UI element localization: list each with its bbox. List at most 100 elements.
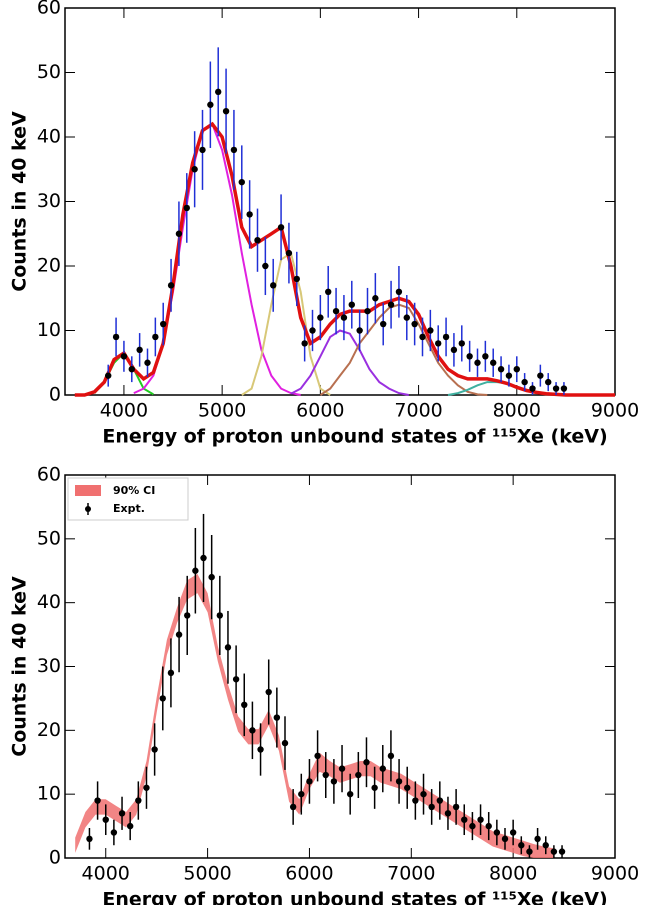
- data-point: [330, 778, 338, 785]
- data-point: [371, 784, 378, 791]
- data-point: [560, 385, 568, 392]
- data-point: [542, 842, 549, 849]
- x-tick-label: 9000: [591, 400, 639, 422]
- x-tick-label: 9000: [591, 863, 639, 885]
- y-tick-label: 50: [37, 61, 61, 83]
- data-point: [175, 230, 183, 237]
- data-point: [509, 829, 517, 836]
- x-tick-label: 5000: [198, 400, 246, 422]
- data-point: [355, 771, 362, 779]
- data-point: [301, 340, 308, 347]
- data-point: [497, 366, 505, 373]
- y-axis-label: Counts in 40 keV: [9, 111, 31, 292]
- data-point: [474, 359, 481, 366]
- plot-frame: [64, 474, 616, 859]
- data-point: [232, 676, 240, 683]
- fit-curve: [319, 303, 488, 396]
- data-point: [112, 333, 120, 341]
- fit-curve: [290, 329, 409, 396]
- data-point: [340, 314, 348, 321]
- data-point: [461, 816, 468, 823]
- data-point: [420, 790, 427, 798]
- data-point: [126, 822, 134, 830]
- x-tick-label: 5000: [183, 863, 231, 885]
- data-point: [442, 333, 450, 341]
- data-point: [285, 249, 293, 257]
- data-point: [387, 752, 395, 760]
- data-point: [529, 385, 536, 392]
- data-point: [222, 108, 230, 115]
- y-tick-label: 40: [37, 591, 61, 613]
- data-point: [262, 262, 269, 270]
- data-point: [238, 178, 245, 186]
- data-point: [120, 353, 128, 360]
- data-point: [419, 333, 426, 341]
- data-point: [167, 282, 175, 289]
- data-point: [356, 327, 363, 334]
- x-tick-label: 7000: [394, 400, 442, 422]
- data-point: [346, 790, 354, 798]
- x-tick-label: 8000: [493, 400, 541, 422]
- data-point: [412, 797, 419, 804]
- data-point: [534, 835, 541, 843]
- data-point: [444, 810, 452, 817]
- legend-label: 90% CI: [113, 484, 155, 497]
- data-point: [338, 765, 346, 772]
- data-point: [545, 378, 552, 386]
- data-point: [200, 554, 207, 562]
- data-point: [306, 778, 313, 785]
- x-tick-label: 7000: [387, 863, 435, 885]
- y-tick-label: 10: [37, 783, 61, 805]
- data-point: [482, 353, 489, 360]
- data-point: [428, 803, 435, 811]
- y-tick-label: 20: [37, 719, 61, 741]
- data-point: [118, 810, 126, 817]
- data-point: [207, 101, 214, 108]
- data-point: [143, 784, 150, 791]
- y-tick-label: 10: [37, 319, 61, 341]
- data-point: [270, 282, 277, 289]
- data-point: [485, 822, 492, 830]
- data-point: [216, 612, 224, 619]
- y-tick-label: 40: [37, 126, 61, 148]
- data-point: [254, 237, 261, 244]
- data-point: [128, 366, 135, 373]
- data-point: [314, 752, 321, 760]
- data-point: [364, 307, 371, 315]
- data-point: [86, 835, 93, 843]
- data-point: [501, 835, 509, 843]
- data-point: [411, 320, 418, 328]
- plot-frame: [64, 7, 616, 396]
- data-point: [322, 771, 329, 779]
- data-point: [277, 224, 285, 231]
- data-point: [325, 288, 332, 295]
- ci-band: [75, 573, 554, 858]
- data-point: [110, 829, 118, 836]
- y-tick-label: 30: [37, 655, 61, 677]
- data-point: [136, 346, 143, 354]
- data-point: [273, 714, 281, 721]
- data-point: [249, 727, 256, 734]
- x-axis-label: Energy of proton unbound states of ¹¹⁵Xe…: [102, 889, 607, 905]
- y-tick-label: 60: [37, 464, 61, 486]
- y-axis-label: Counts in 40 keV: [9, 576, 31, 757]
- data-point: [558, 848, 566, 855]
- data-point: [191, 166, 198, 173]
- data-point: [537, 372, 544, 379]
- data-point: [317, 314, 324, 321]
- data-point: [215, 88, 222, 96]
- data-point: [458, 340, 465, 347]
- x-axis-label: Energy of proton unbound states of ¹¹⁵Xe…: [102, 426, 607, 448]
- data-point: [175, 631, 183, 638]
- data-point: [332, 307, 340, 315]
- data-point: [379, 765, 386, 772]
- data-point: [257, 746, 264, 753]
- y-tick-label: 0: [49, 847, 61, 869]
- data-point: [159, 695, 166, 702]
- data-point: [493, 829, 501, 836]
- data-point: [144, 359, 151, 366]
- data-point: [403, 314, 410, 321]
- x-tick-label: 8000: [489, 863, 537, 885]
- data-point: [298, 790, 305, 798]
